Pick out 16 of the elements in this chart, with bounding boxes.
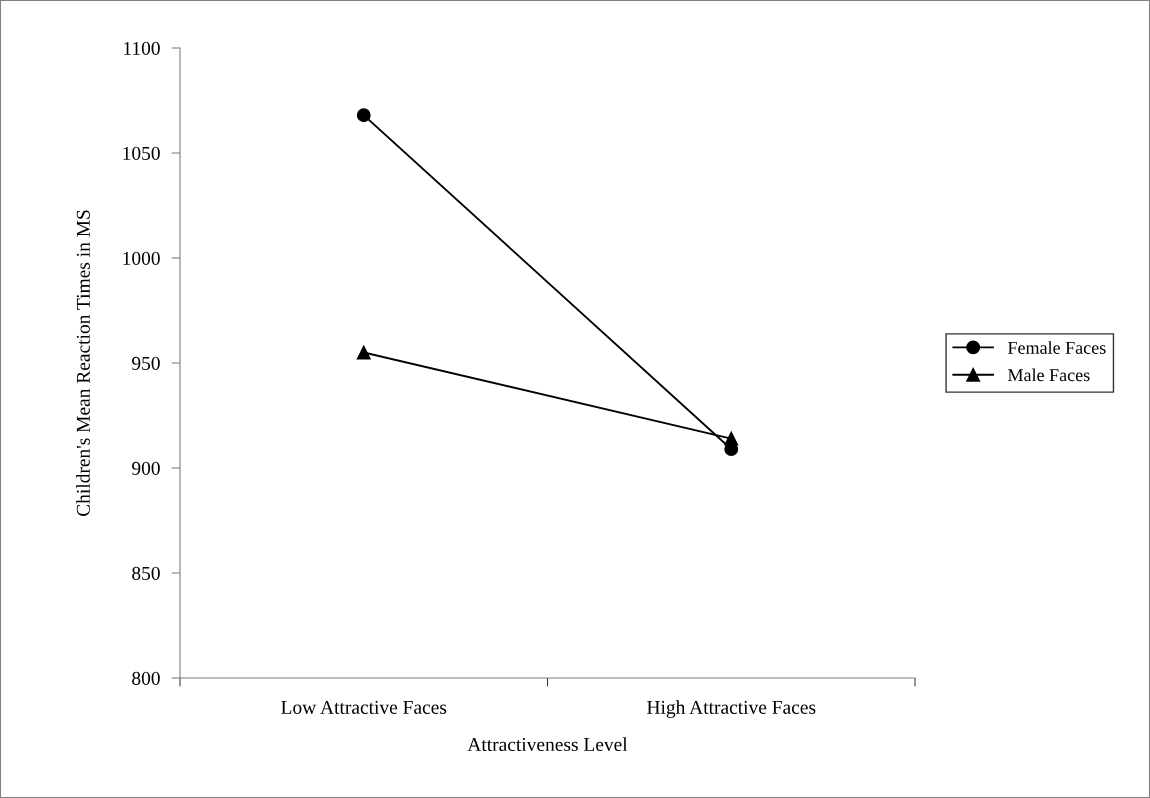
point [356, 345, 371, 360]
y-tick-label: 850 [132, 566, 160, 580]
x-tick-label: Low Attractive Faces [281, 700, 447, 714]
point [356, 108, 371, 123]
y-tick-label: 1100 [124, 41, 160, 55]
x-axis-title: Attractiveness Level [467, 737, 628, 752]
legend-label: Female Faces [1007, 341, 1106, 354]
x-tick-label: High Attractive Faces [647, 700, 816, 718]
y-tick-label: 800 [132, 671, 160, 685]
point [724, 431, 739, 446]
y-axis-title: Children's Mean Reaction Times in MS [76, 210, 90, 517]
legend-label: Male Faces [1007, 368, 1090, 382]
y-tick-label: 950 [132, 356, 160, 370]
y-tick-label: 1000 [123, 251, 160, 265]
y-tick-label: 1050 [123, 146, 160, 160]
y-tick-label: 900 [132, 461, 160, 475]
